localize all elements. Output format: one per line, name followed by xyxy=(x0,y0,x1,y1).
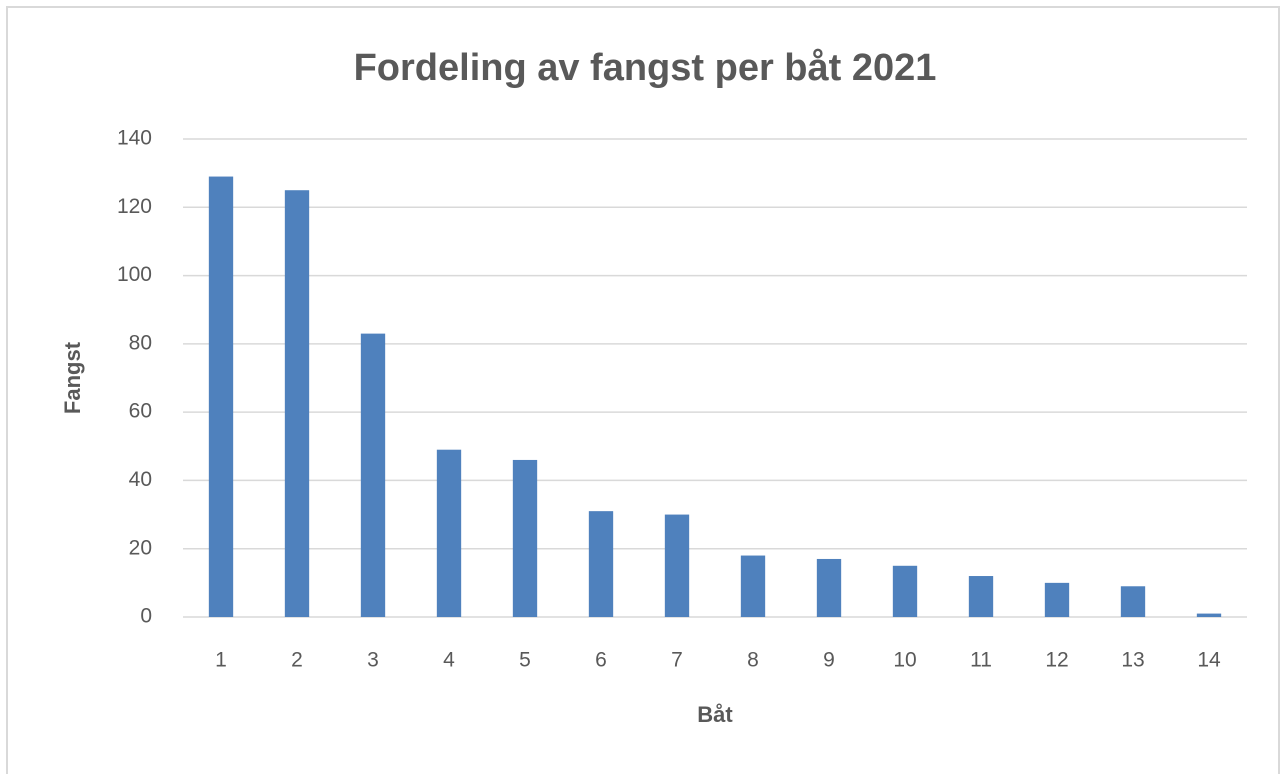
y-tick-label: 0 xyxy=(140,605,152,628)
bar xyxy=(588,511,614,617)
bar xyxy=(1044,582,1070,617)
x-tick-label: 12 xyxy=(1045,649,1068,672)
y-tick-label: 40 xyxy=(129,468,152,491)
bar xyxy=(208,176,234,618)
y-tick-label: 120 xyxy=(117,195,152,218)
x-tick-label: 4 xyxy=(443,649,455,672)
x-tick-label: 1 xyxy=(215,649,227,672)
x-tick-label: 6 xyxy=(595,649,607,672)
x-tick-label: 2 xyxy=(291,649,303,672)
bar xyxy=(1196,613,1222,617)
chart-border xyxy=(6,6,1280,774)
y-tick-label: 100 xyxy=(117,263,152,286)
y-tick-label: 80 xyxy=(129,331,152,354)
bar xyxy=(664,514,690,617)
bar xyxy=(512,459,538,617)
x-tick-label: 13 xyxy=(1121,649,1144,672)
x-tick-label: 7 xyxy=(671,649,683,672)
x-tick-label: 11 xyxy=(970,649,992,672)
y-tick-label: 140 xyxy=(117,127,152,150)
bar xyxy=(436,449,462,617)
bar xyxy=(968,576,994,617)
bar xyxy=(816,558,842,617)
y-tick-label: 60 xyxy=(129,400,152,423)
x-axis-title: Båt xyxy=(697,702,733,727)
y-tick-label: 20 xyxy=(129,536,152,559)
bar xyxy=(740,555,766,617)
x-tick-label: 10 xyxy=(893,649,916,672)
x-tick-label: 5 xyxy=(519,649,531,672)
bar xyxy=(360,333,386,617)
bar xyxy=(284,190,310,617)
y-axis-title: Fangst xyxy=(60,341,85,414)
x-tick-label: 14 xyxy=(1197,649,1221,672)
bar xyxy=(892,565,918,617)
x-tick-label: 8 xyxy=(747,649,759,672)
chart-title: Fordeling av fangst per båt 2021 xyxy=(354,47,937,89)
x-tick-label: 9 xyxy=(823,649,835,672)
x-tick-label: 3 xyxy=(367,649,379,672)
bar xyxy=(1120,586,1146,617)
